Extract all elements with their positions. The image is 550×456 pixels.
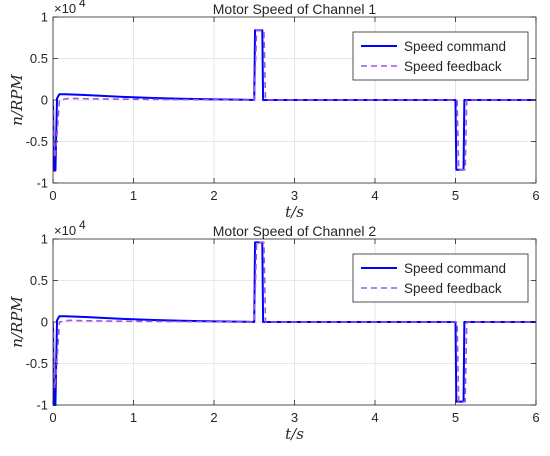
y-tick-label: -0.5 [26,134,48,149]
x-axis-label: t/s [285,203,304,221]
x-tick-label: 4 [371,410,378,425]
x-tick-label: 5 [452,188,459,203]
y-multiplier-label: ×10 [54,1,76,16]
y-axis-label: n/RPM [8,296,26,348]
x-tick-label: 1 [130,410,137,425]
y-tick-label: 0.5 [30,51,48,66]
legend: Speed command Speed feedback [352,253,529,303]
x-tick-label: 0 [49,410,56,425]
y-exponent-label: 4 [79,218,86,232]
y-tick-label: -1 [36,176,48,191]
y-tick-label: 0 [41,315,48,330]
legend-entry-label: Speed command [404,261,506,276]
legend-entry-label: Speed command [404,39,506,54]
chart-title: Motor Speed of Channel 2 [213,223,377,239]
y-tick-label: -0.5 [26,356,48,371]
legend: Speed command Speed feedback [352,31,529,81]
y-tick-label: 1 [41,10,48,25]
chart-1: 0 1 2 3 4 5 6-1-0.500.51×10 4 Motor Speed of Cha… [8,0,540,221]
x-tick-label: 0 [49,188,56,203]
x-tick-label: 3 [291,188,298,203]
x-tick-label: 5 [452,410,459,425]
x-tick-label: 6 [532,188,539,203]
speed-command-line [53,241,536,406]
y-axis-label: n/RPM [8,74,26,126]
legend-entry-label: Speed feedback [404,59,502,74]
legend-box [352,31,529,81]
chart-title: Motor Speed of Channel 1 [213,1,377,17]
y-tick-label: 0 [41,93,48,108]
legend-box [352,253,529,303]
x-tick-label: 4 [371,188,378,203]
y-tick-label: 1 [41,232,48,247]
x-tick-label: 2 [210,188,217,203]
y-multiplier-label: ×10 [54,223,76,238]
legend-entry-label: Speed feedback [404,281,502,296]
speed-feedback-line [53,29,536,171]
x-tick-label: 6 [532,410,539,425]
chart-2: 0 1 2 3 4 5 6-1-0.500.51×10 4 Motor Speed of Cha… [8,218,540,443]
x-axis-label: t/s [285,425,304,443]
y-tick-label: 0.5 [30,273,48,288]
x-tick-label: 2 [210,410,217,425]
y-tick-label: -1 [36,398,48,413]
x-tick-label: 3 [291,410,298,425]
y-exponent-label: 4 [79,0,86,10]
x-tick-label: 1 [130,188,137,203]
